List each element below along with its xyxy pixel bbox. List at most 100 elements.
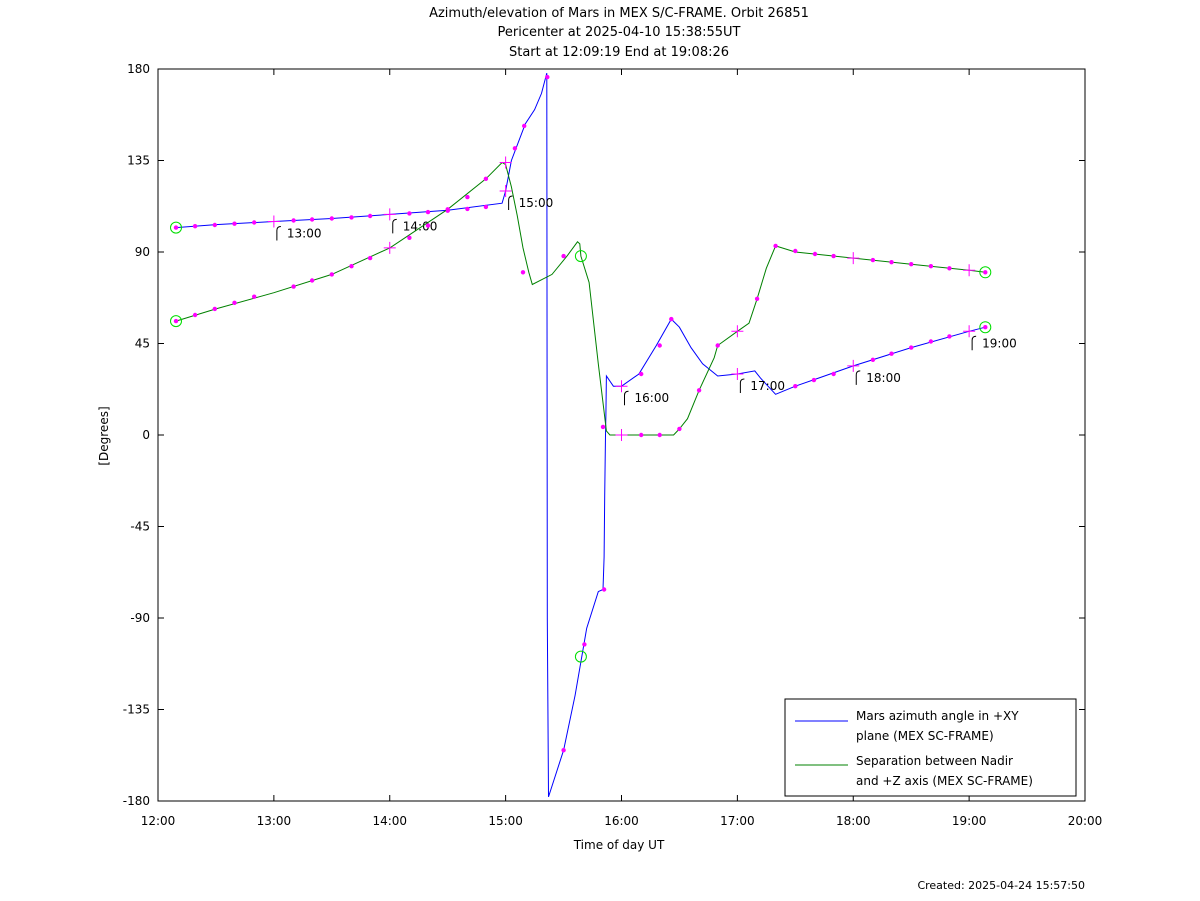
time-mark-arrow <box>392 218 397 234</box>
x-tick-label: 17:00 <box>720 814 755 828</box>
data-point-marker <box>425 223 431 228</box>
data-point-marker <box>291 284 296 289</box>
y-tick-label: -45 <box>130 520 150 534</box>
event-circle-marker <box>574 650 587 663</box>
data-point-marker <box>870 357 876 362</box>
data-point-marker <box>928 339 934 344</box>
data-point-marker <box>715 343 720 348</box>
data-point-marker <box>329 216 334 221</box>
time-cross-marker <box>847 359 860 372</box>
y-axis-label: [Degrees] <box>97 406 111 465</box>
data-point-marker <box>407 211 412 216</box>
time-mark-label: 14:00 <box>403 219 438 233</box>
legend-label-separation-line-2: and +Z axis (MEX SC-FRAME) <box>856 774 1033 788</box>
time-mark-arrow <box>971 335 977 351</box>
data-point-marker <box>252 294 257 299</box>
x-tick-label: 13:00 <box>257 814 292 828</box>
time-mark-label: 16:00 <box>635 391 670 405</box>
time-mark-arrow <box>624 390 629 406</box>
data-point-marker <box>773 243 778 249</box>
time-mark-label: 19:00 <box>982 336 1017 350</box>
data-point-marker <box>349 215 354 220</box>
data-point-marker <box>349 264 354 269</box>
data-point-marker <box>309 278 315 283</box>
time-cross-marker <box>499 185 512 197</box>
y-tick-label: -180 <box>123 794 150 808</box>
event-circle-marker <box>979 321 992 334</box>
legend-box <box>784 698 1077 797</box>
time-mark-arrow <box>508 195 513 210</box>
time-cross-marker <box>963 325 976 338</box>
x-tick-label: 15:00 <box>488 814 523 828</box>
time-mark-label: 18:00 <box>866 371 901 385</box>
time-cross-marker <box>963 264 976 277</box>
data-point-marker <box>909 262 914 267</box>
data-point-marker <box>669 316 674 322</box>
time-mark-arrow <box>739 378 745 393</box>
created-timestamp: Created: 2025-04-24 15:57:50 <box>917 879 1085 892</box>
series-line <box>175 161 986 436</box>
data-point-marker <box>677 426 682 432</box>
data-point-marker <box>754 296 760 301</box>
x-axis-label: Time of day UT <box>573 838 665 852</box>
data-point-marker <box>600 424 606 430</box>
x-tick-label: 20:00 <box>1068 814 1103 828</box>
time-cross-marker <box>499 156 512 169</box>
legend-label-separation-line-1: Separation between Nadir <box>856 754 1013 768</box>
data-point-marker <box>561 253 566 259</box>
data-point-marker <box>483 204 489 210</box>
data-point-marker <box>407 235 412 240</box>
data-point-marker <box>983 325 988 330</box>
data-point-marker <box>561 748 566 753</box>
event-circle-marker <box>574 250 587 263</box>
data-point-marker <box>520 270 526 275</box>
y-tick-label: 45 <box>135 337 150 351</box>
data-point-marker <box>425 209 431 215</box>
data-point-marker <box>367 213 373 219</box>
time-cross-marker <box>383 208 396 221</box>
x-tick-label: 19:00 <box>952 814 987 828</box>
y-tick-label: 135 <box>127 154 150 168</box>
series-line <box>175 72 986 798</box>
data-point-marker <box>889 260 894 265</box>
title-line-1: Azimuth/elevation of Mars in MEX S/C-FRA… <box>429 6 809 21</box>
x-axis-ticks: 12:00 13:00 14:00 15:00 16:00 17:00 18:00 19:00… <box>141 69 1103 828</box>
data-point-marker <box>173 318 179 324</box>
data-point-marker <box>465 206 470 212</box>
data-point-marker <box>582 642 587 647</box>
data-point-marker <box>696 388 702 393</box>
data-point-marker <box>545 74 550 80</box>
series-azimuth: 13:00 14:00 15:00 16:00 17:00 18:00 19:00 <box>170 72 1017 798</box>
data-point-marker <box>657 343 662 348</box>
data-point-marker <box>309 217 315 222</box>
time-cross-marker <box>731 325 744 338</box>
data-point-marker <box>445 207 450 212</box>
time-cross-marker <box>847 252 860 265</box>
series-layer: 13:00 14:00 15:00 16:00 17:00 18:00 19:00 <box>170 72 1017 798</box>
data-point-marker <box>522 123 527 129</box>
data-point-marker <box>465 194 470 200</box>
y-tick-label: 0 <box>142 428 150 442</box>
data-point-marker <box>793 248 798 254</box>
data-point-marker <box>329 272 334 277</box>
x-tick-label: 16:00 <box>604 814 639 828</box>
time-mark-arrow <box>276 226 281 241</box>
event-circle-marker <box>170 315 182 328</box>
event-circle-marker <box>979 266 992 279</box>
data-point-marker <box>232 221 237 226</box>
data-point-marker <box>983 270 988 275</box>
data-point-marker <box>909 345 914 350</box>
data-point-marker <box>601 587 607 592</box>
series-separation <box>170 156 992 441</box>
data-point-marker <box>812 251 818 257</box>
data-point-marker <box>212 306 217 312</box>
chart-title: Azimuth/elevation of Mars in MEX S/C-FRA… <box>429 6 809 60</box>
data-point-marker <box>947 266 952 271</box>
x-tick-label: 18:00 <box>836 814 871 828</box>
data-point-marker <box>192 224 198 229</box>
legend-label-azimuth-line-2: plane (MEX SC-FRAME) <box>856 729 994 743</box>
time-cross-marker <box>267 215 280 228</box>
data-point-marker <box>657 432 662 438</box>
legend-label-azimuth-line-1: Mars azimuth angle in +XY <box>856 709 1019 723</box>
